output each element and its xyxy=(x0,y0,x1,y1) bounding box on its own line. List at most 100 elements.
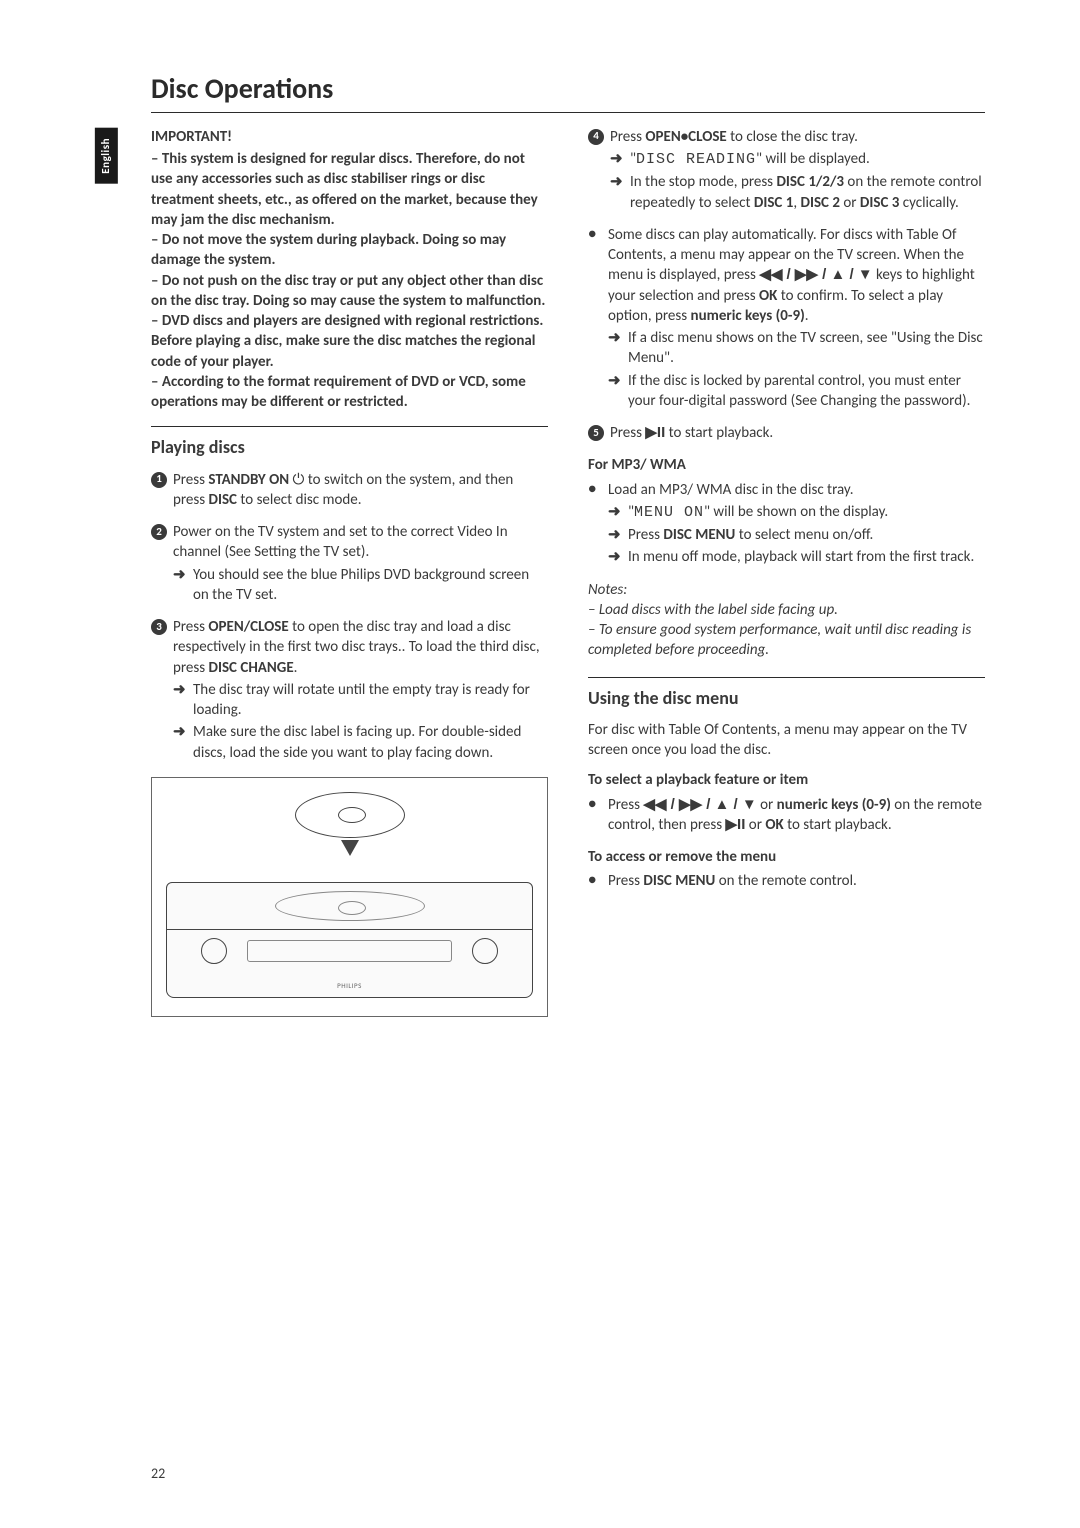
important-p1: – This system is designed for regular di… xyxy=(151,149,548,230)
step-number-1: 1 xyxy=(151,472,167,488)
step-1-body: Press STANDBY ON ⏻ to switch on the syst… xyxy=(173,470,548,511)
mp3-arrow2-text: Press DISC MENU to select menu on/off. xyxy=(628,525,873,545)
play-pause-icon: ▶II xyxy=(645,424,665,441)
s1-disc: DISC xyxy=(209,491,237,509)
notes-block: Notes: – Load discs with the label side … xyxy=(588,580,985,661)
notes-head: Notes: xyxy=(588,580,985,600)
auto-play-body: Some discs can play automatically. For d… xyxy=(608,225,985,411)
mp3-arrow1: ➜ "MENU ON" will be shown on the display… xyxy=(608,502,985,523)
step-5-body: Press ▶II to start playback. xyxy=(610,423,985,443)
notes-1: – Load discs with the label side facing … xyxy=(588,600,985,620)
s3-text-a: Press xyxy=(173,618,208,636)
arrow-icon: ➜ xyxy=(610,149,624,170)
s4-arrow2-text: In the stop mode, press DISC 1/2/3 on th… xyxy=(630,172,985,213)
s3-arrow1: ➜ The disc tray will rotate until the em… xyxy=(173,680,548,721)
device-figure: PHILIPS xyxy=(151,777,548,1017)
menu-on-seg: MENU ON xyxy=(634,504,704,521)
step-2-body: Power on the TV system and set to the co… xyxy=(173,522,548,605)
mp3-body: Load an MP3/ WMA disc in the disc tray. … xyxy=(608,480,985,568)
page-title: Disc Operations xyxy=(151,70,985,113)
player-illustration: PHILIPS xyxy=(166,882,533,1002)
step-3: 3 Press OPEN/CLOSE to open the disc tray… xyxy=(151,617,548,763)
arrow-icon: ➜ xyxy=(608,371,622,412)
important-p4: – DVD discs and players are designed wit… xyxy=(151,311,548,372)
bullet-icon: ● xyxy=(588,226,602,411)
arrow-icon: ➜ xyxy=(173,680,187,721)
disc-tray xyxy=(166,882,533,930)
s1-text-e: to select disc mode. xyxy=(237,491,362,509)
step-number-5: 5 xyxy=(588,425,604,441)
arrow-icon: ➜ xyxy=(608,502,622,523)
front-label: PHILIPS xyxy=(337,981,362,990)
step-3-body: Press OPEN/CLOSE to open the disc tray a… xyxy=(173,617,548,763)
s2-arrow: ➜ You should see the blue Philips DVD ba… xyxy=(173,565,548,606)
playing-heading: Playing discs xyxy=(151,435,548,459)
step-number-4: 4 xyxy=(588,129,604,145)
nav-keys: ◀◀ / ▶▶ / ▲ / ▼ xyxy=(643,796,756,813)
bullet-icon: ● xyxy=(588,796,602,836)
section-rule xyxy=(151,426,548,427)
arrow-icon: ➜ xyxy=(608,525,622,545)
step-4-body: Press OPEN•CLOSE to close the disc tray.… xyxy=(610,127,985,213)
power-icon: ⏻ xyxy=(293,471,305,488)
auto-play-bullet: ● Some discs can play automatically. For… xyxy=(588,225,985,411)
arrow-icon: ➜ xyxy=(173,565,187,606)
important-p2: – Do not move the system during playback… xyxy=(151,230,548,271)
step-number-2: 2 xyxy=(151,524,167,540)
disc-reading-seg: DISC READING xyxy=(636,151,756,168)
arrow-icon: ➜ xyxy=(173,722,187,763)
s4-openclose: OPEN•CLOSE xyxy=(645,128,726,146)
b1-arrow2: ➜ If the disc is locked by parental cont… xyxy=(608,371,985,412)
mp3-arrow1-text: "MENU ON" will be shown on the display. xyxy=(628,502,888,523)
b1-arrow2-text: If the disc is locked by parental contro… xyxy=(628,371,985,412)
s1-standby-on: STANDBY ON xyxy=(208,471,289,489)
notes-2: – To ensure good system performance, wai… xyxy=(588,620,985,661)
play-pause-icon: ▶II xyxy=(726,816,746,833)
s3-openclose: OPEN/CLOSE xyxy=(208,618,288,636)
step-2: 2 Power on the TV system and set to the … xyxy=(151,522,548,605)
player-body: PHILIPS xyxy=(166,930,533,998)
select-bullet: ● Press ◀◀ / ▶▶ / ▲ / ▼ or numeric keys … xyxy=(588,795,985,836)
content-wrapper: IMPORTANT! – This system is designed for… xyxy=(151,127,985,1017)
disc-icon xyxy=(295,792,405,838)
s4-text-a: Press xyxy=(610,128,645,146)
step-1: 1 Press STANDBY ON ⏻ to switch on the sy… xyxy=(151,470,548,511)
s4-arrow2: ➜ In the stop mode, press DISC 1/2/3 on … xyxy=(610,172,985,213)
language-tab: English xyxy=(95,128,118,184)
left-column: IMPORTANT! – This system is designed for… xyxy=(151,127,548,1017)
important-p5: – According to the format requirement of… xyxy=(151,372,548,413)
mp3-bullet: ● Load an MP3/ WMA disc in the disc tray… xyxy=(588,480,985,568)
arrow-icon: ➜ xyxy=(610,172,624,213)
section-rule xyxy=(588,677,985,678)
access-bullet: ● Press DISC MENU on the remote control. xyxy=(588,871,985,891)
arrow-icon: ➜ xyxy=(608,328,622,369)
s3-arrow2-text: Make sure the disc label is facing up. F… xyxy=(193,722,548,763)
s3-text-e: . xyxy=(294,659,298,677)
s3-arrow1-text: The disc tray will rotate until the empt… xyxy=(193,680,548,721)
s4-arrow1-text: "DISC READING" will be displayed. xyxy=(630,149,870,170)
s1-text-a: Press xyxy=(173,471,208,489)
page-number: 22 xyxy=(151,1465,165,1484)
mp3-arrow3: ➜ In menu off mode, playback will start … xyxy=(608,547,985,567)
select-heading: To select a playback feature or item xyxy=(588,770,985,790)
right-knob-icon xyxy=(472,938,498,964)
step-5: 5 Press ▶II to start playback. xyxy=(588,423,985,443)
mp3-heading: For MP3/ WMA xyxy=(588,455,985,475)
step-4: 4 Press OPEN•CLOSE to close the disc tra… xyxy=(588,127,985,213)
using-heading: Using the disc menu xyxy=(588,686,985,710)
s4-text-c: to close the disc tray. xyxy=(727,128,858,146)
step-number-3: 3 xyxy=(151,619,167,635)
left-knob-icon xyxy=(201,938,227,964)
display-panel xyxy=(247,940,452,962)
s2-arrow-text: You should see the blue Philips DVD back… xyxy=(193,565,548,606)
using-intro: For disc with Table Of Contents, a menu … xyxy=(588,720,985,761)
bullet-icon: ● xyxy=(588,481,602,568)
arrow-icon: ➜ xyxy=(608,547,622,567)
s3-discchange: DISC CHANGE xyxy=(209,659,294,677)
s3-arrow2: ➜ Make sure the disc label is facing up.… xyxy=(173,722,548,763)
b1-arrow1-text: If a disc menu shows on the TV screen, s… xyxy=(628,328,985,369)
select-body: Press ◀◀ / ▶▶ / ▲ / ▼ or numeric keys (0… xyxy=(608,795,985,836)
mp3-arrow3-text: In menu off mode, playback will start fr… xyxy=(628,547,974,567)
important-heading: IMPORTANT! xyxy=(151,127,548,147)
access-heading: To access or remove the menu xyxy=(588,847,985,867)
